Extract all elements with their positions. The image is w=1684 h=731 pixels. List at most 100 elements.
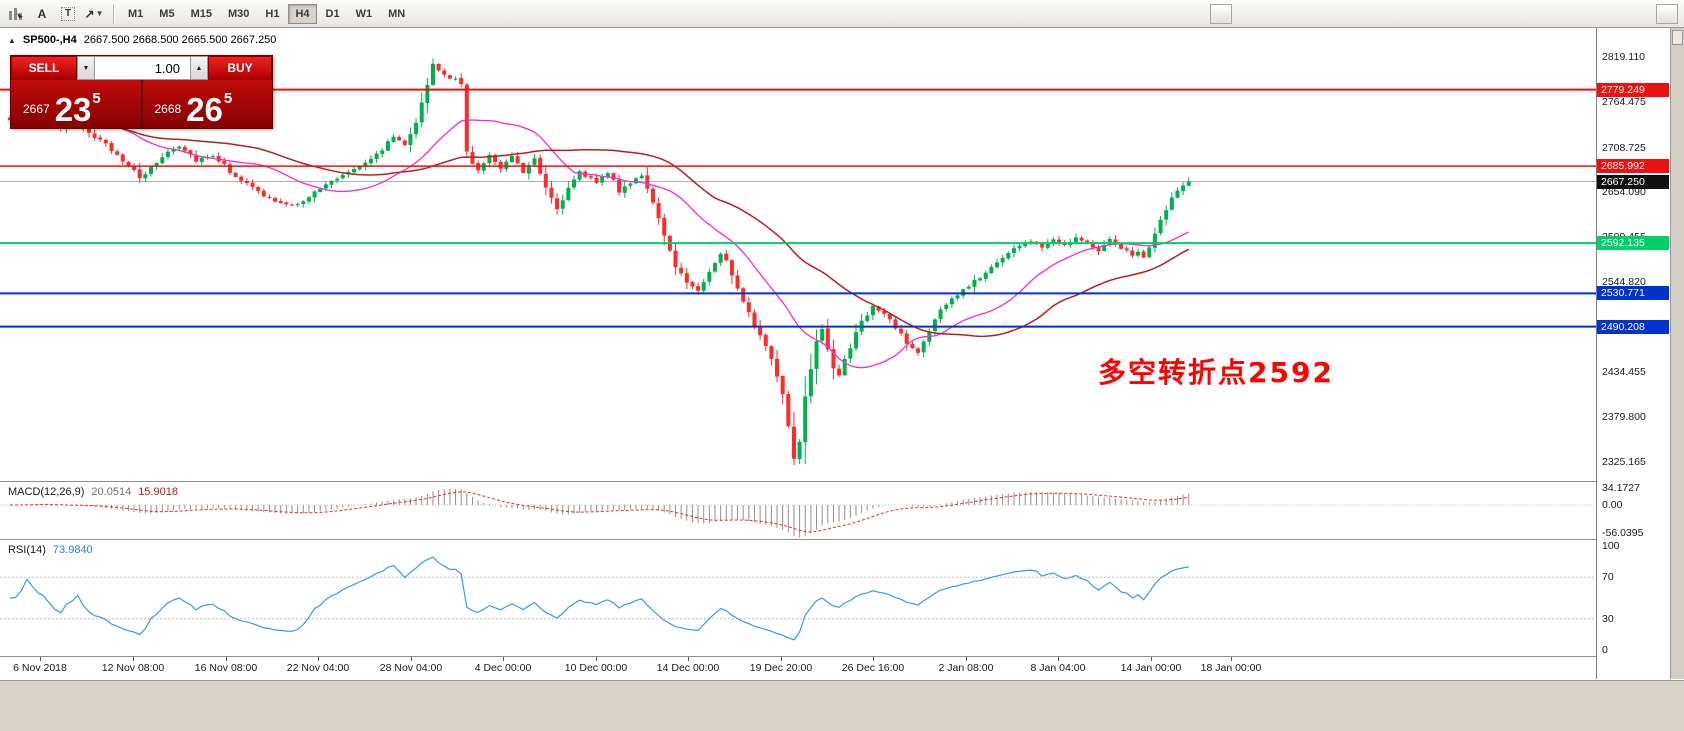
buy-price-prefix: 2668 — [154, 102, 182, 116]
axis-tick-label: 2544.820 — [1602, 275, 1646, 288]
annotation-text[interactable]: 多空转折点2592 — [1098, 356, 1334, 389]
axis-tick-label: 0 — [1602, 644, 1608, 656]
time-axis[interactable]: 6 Nov 2018 12 Nov 08:00 16 Nov 08:00 22 Nov… — [0, 657, 1684, 679]
time-tick — [503, 657, 504, 661]
time-label: 22 Nov 04:00 — [286, 662, 350, 674]
toolbar: A T ↗ ▼ M1 M5 M15 M30 H1 H4 D1 W1 MN — [0, 0, 1684, 28]
axis-tick-label: 2325.165 — [1602, 456, 1646, 468]
time-tick — [318, 657, 319, 661]
arrows-tool-button[interactable]: ↗ ▼ — [82, 3, 106, 25]
toolbar-blank-button[interactable] — [1210, 4, 1232, 24]
axis-tick-label: 2819.110 — [1602, 51, 1646, 63]
price-level-badge: 2779.249 — [1597, 82, 1669, 97]
text-box-icon: T — [60, 6, 76, 21]
time-tick — [873, 657, 874, 661]
toolbar-separator — [113, 3, 114, 24]
price-level-badge: 2592.135 — [1597, 236, 1669, 251]
tf-button-h1[interactable]: H1 — [265, 7, 280, 20]
panel-separator[interactable] — [0, 539, 1684, 540]
tf-button-m15[interactable]: M15 — [190, 7, 212, 20]
axis-tick-label: 100 — [1602, 540, 1620, 552]
text-label-icon: A — [37, 6, 47, 21]
rsi-name: RSI(14) — [8, 544, 46, 556]
macd-chart[interactable] — [0, 482, 1596, 539]
tf-button-m30[interactable]: M30 — [227, 7, 250, 20]
volume-down-button[interactable]: ▼ — [77, 56, 95, 80]
bar-chart-icon — [9, 7, 23, 20]
window-bottom-area — [0, 680, 1684, 731]
time-label: 2 Jan 08:00 — [938, 662, 994, 674]
cursor-arrow-icon — [17, 12, 23, 18]
tf-button-w1[interactable]: W1 — [355, 7, 373, 20]
tf-button-h4[interactable]: H4 — [288, 3, 317, 24]
symbol-info-label: ▲ SP500-,H4 2667.500 2668.500 2665.500 2… — [8, 34, 276, 46]
text-tool-button[interactable]: T — [56, 3, 80, 25]
time-label: 26 Dec 16:00 — [841, 662, 905, 674]
time-tick — [1231, 657, 1232, 661]
time-tick — [133, 657, 134, 661]
tf-button-m1[interactable]: M1 — [128, 7, 144, 20]
time-label: 19 Dec 20:00 — [749, 662, 813, 674]
time-tick — [966, 657, 967, 661]
volume-up-button[interactable]: ▲ — [190, 56, 208, 80]
sell-price-prefix: 2667 — [23, 102, 50, 116]
time-label: 6 Nov 2018 — [13, 662, 67, 674]
tf-button-mn[interactable]: MN — [388, 7, 406, 20]
time-tick — [40, 657, 41, 661]
price-level-badge: 2490.208 — [1597, 319, 1669, 334]
time-label: 12 Nov 08:00 — [101, 662, 165, 674]
time-tick — [596, 657, 597, 661]
time-label: 16 Nov 08:00 — [194, 662, 258, 674]
price-divider — [140, 80, 143, 128]
macd-signal-value: 15.9018 — [138, 486, 178, 498]
macd-main-value: 20.0514 — [91, 486, 132, 498]
scrollbar-thumb[interactable] — [1672, 30, 1683, 45]
macd-label: MACD(12,26,9) 20.0514 15.9018 — [8, 486, 178, 498]
time-tick — [226, 657, 227, 661]
axis-tick-label: 2708.725 — [1602, 141, 1646, 154]
toolbar-blank-button-2[interactable] — [1656, 4, 1678, 24]
rsi-value: 73.9840 — [52, 544, 93, 556]
arrow-icon: ↗ — [84, 6, 95, 21]
text-label-tool-button[interactable]: A — [30, 3, 54, 25]
panel-separator[interactable] — [0, 481, 1684, 482]
price-level-badge: 2530.771 — [1597, 286, 1669, 301]
axis-tick-label: 34.1727 — [1602, 482, 1640, 494]
buy-price-big: 26 — [186, 90, 223, 128]
price-axis[interactable]: 2819.1102764.4752708.7252654.0902599.455… — [1596, 28, 1670, 679]
sell-button[interactable]: SELL — [11, 56, 77, 80]
buy-price-sup: 5 — [223, 90, 233, 107]
buy-price-display[interactable]: 2668 26 5 — [143, 80, 273, 128]
buy-button[interactable]: BUY — [208, 56, 272, 80]
sell-price-big: 23 — [54, 90, 92, 128]
sell-price-sup: 5 — [92, 90, 101, 107]
tf-button-m5[interactable]: M5 — [159, 7, 175, 20]
axis-tick-label: -56.0395 — [1602, 527, 1644, 539]
panel-separator[interactable] — [0, 656, 1684, 657]
axis-tick-label: 0.00 — [1602, 499, 1623, 512]
sell-price-display[interactable]: 2667 23 5 — [11, 80, 141, 128]
chevron-down-icon: ▼ — [95, 9, 104, 18]
time-tick — [1151, 657, 1152, 661]
rsi-label: RSI(14) 73.9840 — [8, 544, 93, 556]
time-label: 28 Nov 04:00 — [379, 662, 443, 674]
time-label: 4 Dec 00:00 — [474, 662, 532, 674]
time-label: 14 Jan 00:00 — [1120, 662, 1182, 674]
axis-tick-label: 2379.800 — [1602, 411, 1646, 424]
time-label: 14 Dec 00:00 — [656, 662, 720, 674]
axis-tick-label: 2764.475 — [1602, 95, 1646, 108]
time-label: 18 Jan 00:00 — [1200, 662, 1262, 674]
ohlc-values: 2667.500 2668.500 2665.500 2667.250 — [83, 34, 277, 46]
time-tick — [781, 657, 782, 661]
axis-tick-label: 2434.455 — [1602, 366, 1646, 379]
scrollbar[interactable] — [1670, 28, 1684, 679]
symbol-triangle-icon: ▲ — [8, 36, 16, 45]
chart-cursor-tool-button[interactable] — [4, 3, 28, 25]
time-tick — [688, 657, 689, 661]
rsi-chart[interactable] — [0, 540, 1596, 656]
volume-input[interactable] — [95, 56, 190, 80]
tf-button-d1[interactable]: D1 — [325, 7, 340, 20]
price-level-badge: 2667.250 — [1597, 174, 1669, 189]
time-label: 10 Dec 00:00 — [564, 662, 628, 674]
